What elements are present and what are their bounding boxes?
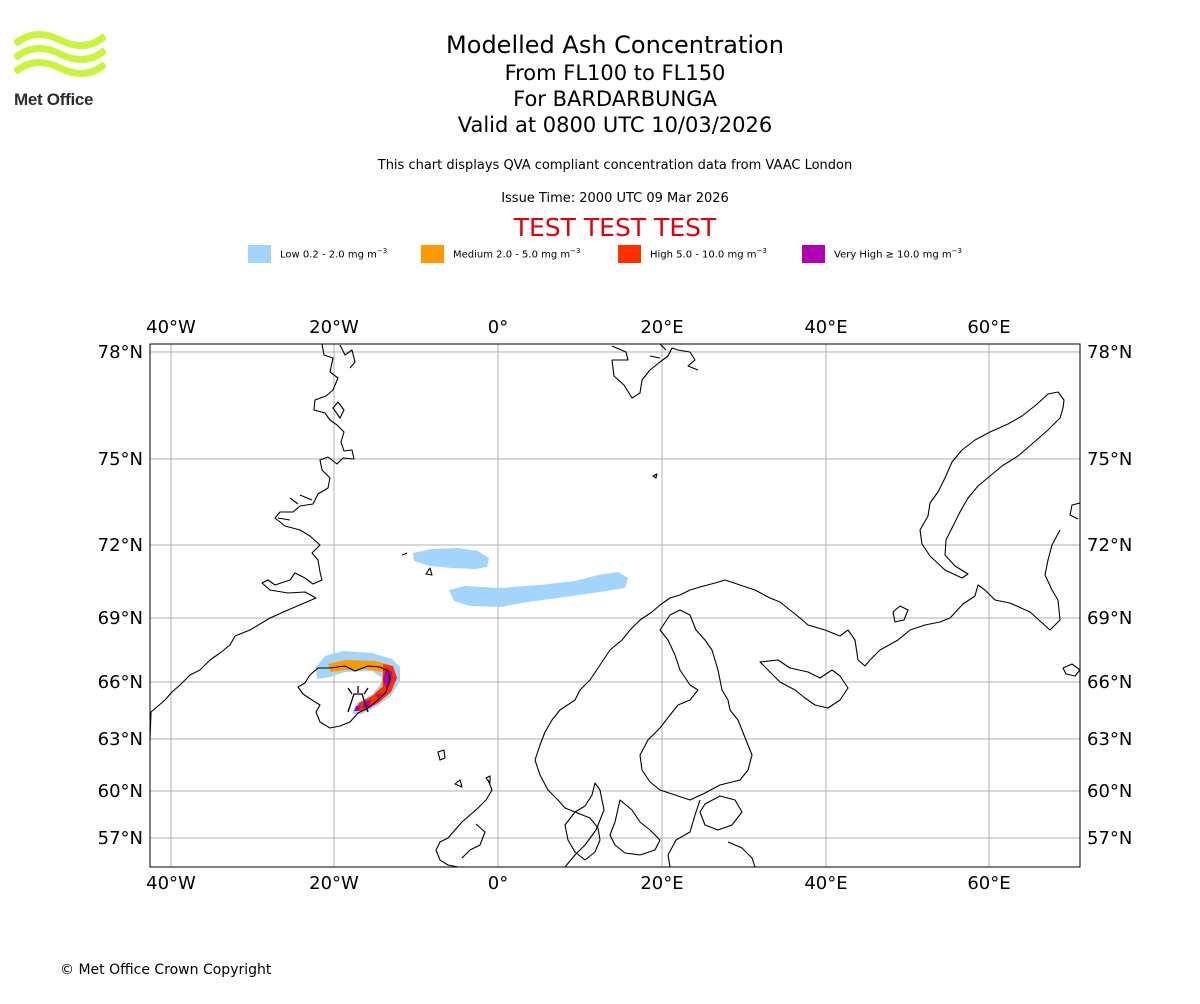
arctic-islands [892,605,1080,677]
copyright-notice: © Met Office Crown Copyright [60,962,272,978]
lat-label-right-75n: 75°N [1087,449,1132,470]
logo-text: Met Office [14,90,94,109]
lat-label-left-72n: 72°N [98,535,143,556]
flight-level-range: From FL100 to FL150 [504,61,726,85]
lat-label-left-75n: 75°N [98,449,143,470]
lat-label-right-63n: 63°N [1087,729,1132,750]
lat-label-right-57n: 57°N [1087,828,1132,849]
legend-swatch-very-high [802,245,825,263]
legend-item-high: High 5.0 - 10.0 mg m−3 [618,244,767,264]
legend-swatch-low [248,245,271,263]
coastlines [150,344,1080,867]
legend-swatch-high [618,245,641,263]
lon-label-bottom-40w: 40°W [146,873,196,894]
lat-label-right-72n: 72°N [1087,535,1132,556]
lon-label-bottom-20e: 20°E [640,873,683,894]
map-frame [149,343,1081,868]
kola-white-sea [759,659,849,709]
top-longitude-labels: 40°W 20°W 0° 20°E 40°E 60°E [146,317,1010,338]
legend-label-medium: Medium 2.0 - 5.0 mg m−3 [453,247,581,261]
lat-label-right-78n: 78°N [1087,342,1132,363]
lon-label-bottom-0: 0° [488,873,508,894]
great-britain-coast [435,779,493,867]
greenland-coast [150,344,355,741]
finland-sweden-coast [639,609,753,801]
legend-label-very-high: Very High ≥ 10.0 mg m−3 [834,247,962,261]
test-banner: TEST TEST TEST [513,213,717,242]
lat-label-left-69n: 69°N [98,608,143,629]
denmark-coast [564,811,601,861]
greenland-inlets [277,344,356,521]
lat-label-left-78n: 78°N [98,342,143,363]
lon-label-bottom-60e: 60°E [967,873,1010,894]
lat-label-left-66n: 66°N [98,672,143,693]
southern-sweden [609,799,661,856]
baltic-coast [667,795,756,867]
volcano-marker-icon [347,686,369,713]
svalbard-coast [611,344,699,399]
volcano-name: For BARDARBUNGA [513,87,717,111]
valid-time: Valid at 0800 UTC 10/03/2026 [457,113,773,137]
faroe-shetland [437,749,491,788]
scandinavia-russia-coast [534,502,1080,867]
lon-label-top-60e: 60°E [967,317,1010,338]
qva-note: This chart displays QVA compliant concen… [377,158,853,173]
lat-label-left-57n: 57°N [98,828,143,849]
met-office-logo: Met Office [14,30,109,112]
legend-label-low: Low 0.2 - 2.0 mg m−3 [280,247,388,261]
bottom-longitude-labels: 40°W 20°W 0° 20°E 40°E 60°E [146,873,1010,894]
lat-label-right-60n: 60°N [1087,781,1132,802]
legend-item-medium: Medium 2.0 - 5.0 mg m−3 [421,244,580,264]
iceland-coast [297,665,391,729]
lat-label-left-63n: 63°N [98,729,143,750]
lon-label-top-20w: 20°W [309,317,359,338]
lon-label-top-40e: 40°E [804,317,847,338]
lon-label-bottom-20w: 20°W [309,873,359,894]
legend-label-high: High 5.0 - 10.0 mg m−3 [650,247,767,261]
lon-label-bottom-40e: 40°E [804,873,847,894]
issue-time: Issue Time: 2000 UTC 09 Mar 2026 [501,191,729,206]
logo-wave-icon [14,31,106,77]
chart-titles: Modelled Ash Concentration From FL100 to… [315,30,915,138]
graticule [150,344,1080,867]
ash-cloud-low-north [413,548,489,569]
right-latitude-labels: 78°N 75°N 72°N 69°N 66°N 63°N 60°N 57°N [1087,342,1132,849]
legend-item-low: Low 0.2 - 2.0 mg m−3 [248,244,387,264]
lon-label-top-20e: 20°E [640,317,683,338]
bear-island [652,473,658,479]
lon-label-top-40w: 40°W [146,317,196,338]
novaya-zemlya-coast [919,391,1065,579]
lat-label-right-66n: 66°N [1087,672,1132,693]
ash-cloud-low-band [449,572,628,607]
legend-swatch-medium [421,245,444,263]
lat-label-left-60n: 60°N [98,781,143,802]
concentration-legend: Low 0.2 - 2.0 mg m−3 Medium 2.0 - 5.0 mg… [0,244,1200,264]
lon-label-top-0: 0° [488,317,508,338]
jan-mayen [401,552,433,576]
legend-item-very-high: Very High ≥ 10.0 mg m−3 [802,244,962,264]
lat-label-right-69n: 69°N [1087,608,1132,629]
chart-title: Modelled Ash Concentration [446,31,784,59]
left-latitude-labels: 78°N 75°N 72°N 69°N 66°N 63°N 60°N 57°N [98,342,143,849]
